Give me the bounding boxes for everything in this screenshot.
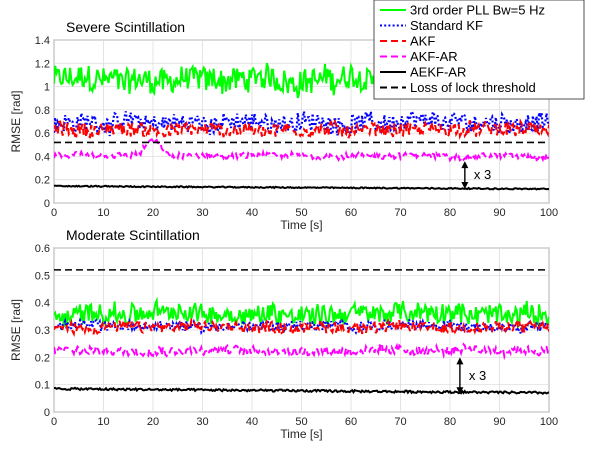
y-tick-label: 0.4 — [35, 298, 50, 310]
x-tick-label: 60 — [345, 416, 357, 428]
y-tick-label: 0 — [44, 198, 50, 210]
x-tick-label: 90 — [493, 207, 505, 219]
series-line — [54, 386, 549, 395]
severe-scintillation-plot: 0 10 20 30 40 50 60 70 80 90 100 0 0.2 0.4 0.6 0.8 1 1.2 1… — [9, 0, 585, 232]
x-tick-label: 100 — [540, 207, 558, 219]
arrow-head-up — [461, 161, 469, 169]
y-tick-label: 0.4 — [35, 151, 50, 163]
grid-lines — [53, 247, 550, 413]
y-tick-label: 1.2 — [35, 58, 50, 70]
x-tick-label: 70 — [394, 416, 406, 428]
x-tick-label: 10 — [97, 416, 109, 428]
y-tick-label: 0.6 — [35, 243, 50, 255]
x-tick-label: 0 — [51, 207, 57, 219]
series-line — [54, 317, 549, 338]
legend-entry-label: Standard KF — [410, 18, 483, 33]
arrow-head-down — [456, 387, 464, 395]
tick-labels: 0 10 20 30 40 50 60 70 80 90 100 0 0.1 0.2 0.3 0.4 0.5 0.… — [35, 243, 558, 428]
legend-entry-label: Loss of lock threshold — [410, 80, 536, 95]
x-tick-label: 80 — [444, 207, 456, 219]
x-tick-label: 90 — [493, 416, 505, 428]
x-tick-label: 30 — [196, 207, 208, 219]
series-line — [54, 117, 549, 141]
x-tick-label: 10 — [97, 207, 109, 219]
legend-entry-label: 3rd order PLL Bw=5 Hz — [410, 3, 545, 18]
x-tick-label: 40 — [246, 207, 258, 219]
y-tick-label: 0.3 — [35, 325, 50, 337]
x-tick-label: 40 — [246, 416, 258, 428]
plot-title: Severe Scintillation — [66, 19, 185, 35]
y-tick-label: 0 — [44, 407, 50, 419]
tick-labels: 0 10 20 30 40 50 60 70 80 90 100 0 0.2 0.4 0.6 0.8 1 1.2 1… — [35, 35, 558, 219]
ratio-annotation: x 3 — [461, 161, 491, 190]
y-axis-label: RMSE [rad] — [9, 90, 23, 152]
arrow-head-up — [456, 357, 464, 365]
series-lines — [54, 269, 549, 395]
series-line — [54, 342, 549, 361]
x-tick-label: 30 — [196, 416, 208, 428]
x-tick-label: 60 — [345, 207, 357, 219]
x-tick-label: 80 — [444, 416, 456, 428]
x-tick-label: 0 — [51, 416, 57, 428]
series-line — [54, 184, 549, 191]
legend-box — [373, 0, 585, 100]
x-tick-label: 100 — [540, 416, 558, 428]
ratio-annotation: x 3 — [456, 357, 486, 395]
x-tick-label: 70 — [394, 207, 406, 219]
y-tick-label: 0.2 — [35, 175, 50, 187]
moderate-scintillation-plot: 0 10 20 30 40 50 60 70 80 90 100 0 0.1 0.2 0.3 0.4 0.5 0.… — [9, 227, 558, 441]
x-tick-label: 20 — [147, 207, 159, 219]
y-tick-label: 0.6 — [35, 128, 50, 140]
legend-entry-label: AKF — [410, 34, 435, 49]
y-tick-label: 0.8 — [35, 105, 50, 117]
y-axis-label: RMSE [rad] — [9, 299, 23, 361]
series-line — [54, 138, 549, 163]
x-tick-label: 50 — [295, 207, 307, 219]
x-tick-label: 20 — [147, 416, 159, 428]
y-tick-label: 0.1 — [35, 380, 50, 392]
arrow-head-down — [461, 182, 469, 190]
ratio-annotation-label: x 3 — [474, 167, 491, 182]
series-line — [54, 296, 549, 330]
series-line — [54, 108, 549, 137]
x-axis-label: Time [s] — [280, 427, 322, 441]
ratio-annotation-label: x 3 — [469, 368, 486, 383]
legend-entry-label: AEKF-AR — [410, 65, 466, 80]
plot-title: Moderate Scintillation — [66, 227, 200, 243]
y-tick-label: 0.5 — [35, 270, 50, 282]
legend-entry-label: AKF-AR — [410, 49, 458, 64]
x-axis-label: Time [s] — [280, 218, 322, 232]
y-tick-label: 1.4 — [35, 35, 50, 47]
series-line — [54, 317, 549, 336]
y-tick-label: 0.2 — [35, 352, 50, 364]
x-tick-label: 50 — [295, 416, 307, 428]
y-tick-label: 1 — [44, 82, 50, 94]
